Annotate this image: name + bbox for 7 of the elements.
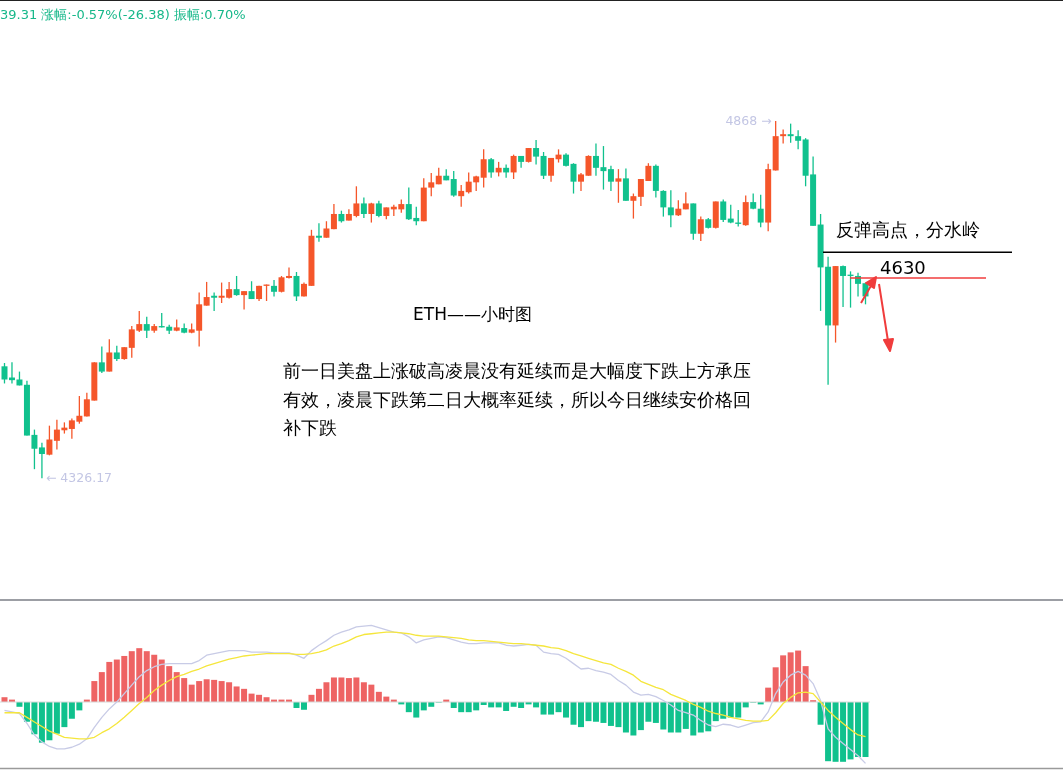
annotation: ← 4326.17 [45, 470, 113, 486]
chart-subtitle: 39.31 涨幅:-0.57%(-26.38) 振幅:0.70% [0, 7, 246, 22]
ref-line-label: 反弹高点，分水岭 [836, 219, 980, 241]
text: ETH——小时图 [413, 304, 532, 324]
ref-line-label: 4630 [880, 256, 926, 278]
annotation: 前一日美盘上涨破高凌晨没有延续而是大幅度下跌上方承压有效，凌晨下跌第二日大概率延续，所以今日继续安价格回补下跌 [283, 360, 751, 438]
annotation: 4868 → [725, 113, 772, 128]
